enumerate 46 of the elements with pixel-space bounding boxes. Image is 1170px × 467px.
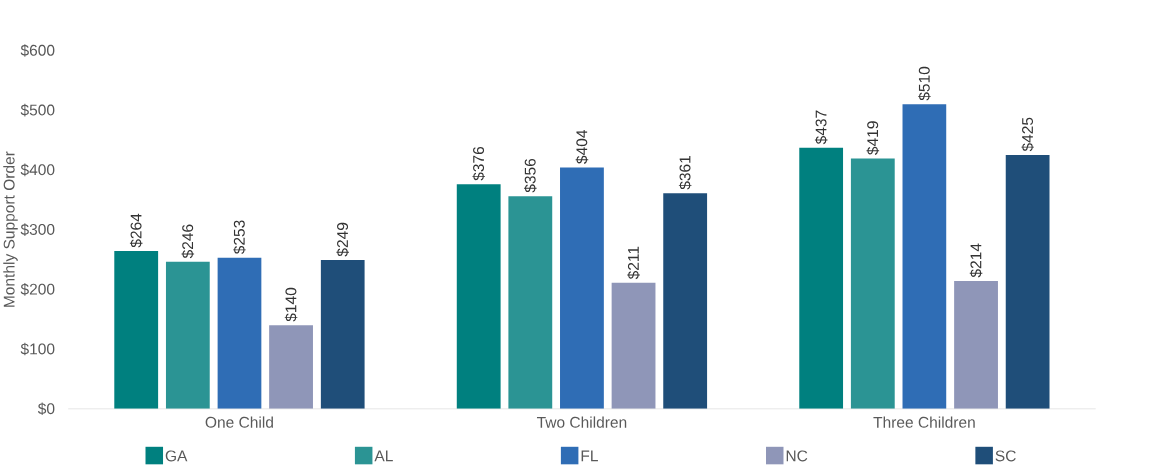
data-label: $214 — [969, 243, 983, 278]
bar — [902, 104, 947, 410]
data-label: $246 — [181, 224, 195, 259]
bar — [217, 257, 262, 410]
y-tick-label: $600 — [20, 44, 55, 57]
bar — [320, 260, 365, 410]
bar — [456, 184, 501, 410]
data-label: $253 — [233, 220, 246, 255]
bar — [850, 158, 895, 410]
bar — [663, 193, 708, 410]
y-axis-title: Monthly Support Order — [3, 151, 18, 308]
legend-label: NC — [786, 450, 808, 462]
y-tick-label: $200 — [20, 283, 55, 296]
data-label: $425 — [1021, 117, 1034, 152]
y-tick-label: $300 — [20, 223, 55, 237]
bar — [560, 167, 604, 410]
y-tick-label: $500 — [20, 104, 55, 117]
legend-label: GA — [165, 450, 188, 462]
legend-label: FL — [581, 450, 598, 462]
y-tick-label: $0 — [37, 402, 55, 416]
data-label: $437 — [814, 110, 828, 145]
bar — [114, 251, 159, 410]
bar — [954, 281, 998, 410]
bar — [1005, 155, 1050, 410]
y-tick-label: $100 — [20, 343, 55, 356]
data-label: $510 — [918, 67, 931, 101]
legend-label: AL — [374, 450, 393, 462]
x-tick-label: Three Children — [873, 416, 975, 429]
data-label: $361 — [678, 156, 692, 190]
data-label: $140 — [284, 288, 298, 322]
bar — [165, 262, 210, 410]
data-label: $356 — [524, 159, 537, 193]
bar — [508, 196, 553, 410]
data-label: $211 — [627, 246, 640, 280]
x-tick-label: Two Children — [536, 416, 627, 429]
bar — [611, 283, 656, 410]
data-label: $249 — [336, 223, 349, 257]
bar — [269, 325, 313, 410]
data-label: $264 — [129, 213, 143, 248]
bar — [799, 148, 844, 410]
data-label: $376 — [472, 147, 485, 181]
data-label: $419 — [866, 121, 880, 156]
x-tick-label: One Child — [205, 416, 273, 429]
data-label: $404 — [575, 130, 589, 165]
legend-label: SC — [995, 450, 1016, 462]
y-tick-label: $400 — [20, 163, 55, 177]
